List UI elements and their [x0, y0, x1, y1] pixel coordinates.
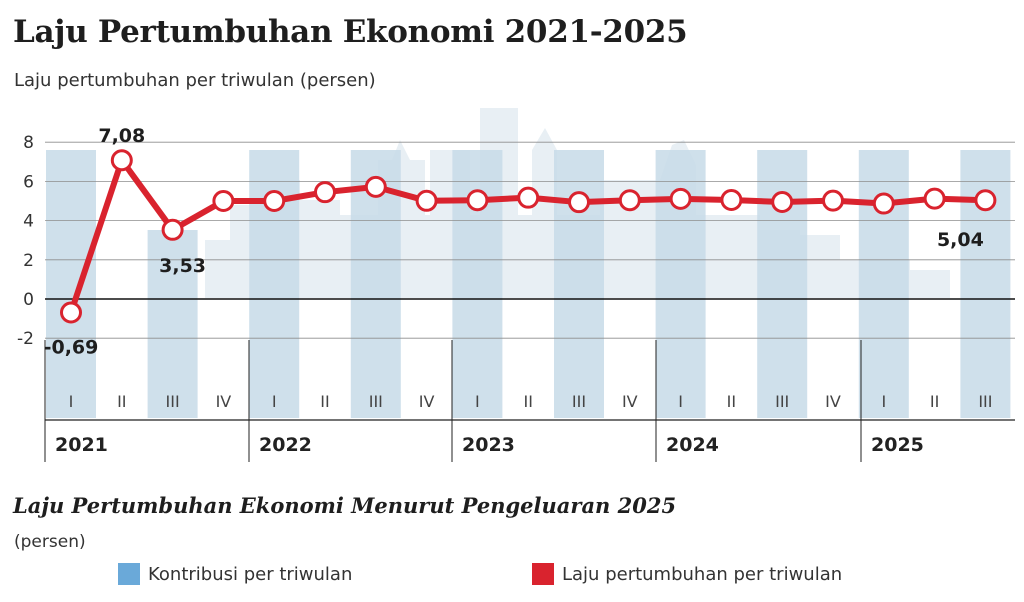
quarter-label: IV	[825, 392, 841, 411]
quarter-label: III	[775, 392, 789, 411]
quarter-label: III	[369, 392, 383, 411]
year-label: 2021	[55, 434, 108, 456]
year-label: 2024	[666, 434, 719, 456]
quarter-label: III	[978, 392, 992, 411]
y-tick-label: -2	[17, 329, 34, 349]
growth-marker	[415, 189, 438, 212]
growth-marker	[314, 181, 336, 204]
legend-swatch-kontribusi	[118, 563, 140, 585]
legend-item-kontribusi: Kontribusi per triwulan	[118, 563, 352, 585]
growth-marker	[161, 218, 184, 241]
year-label: 2023	[462, 434, 515, 456]
quarter-column	[858, 150, 909, 418]
growth-marker	[263, 190, 286, 212]
year-label: 2022	[259, 434, 312, 456]
quarter-label: IV	[216, 392, 232, 411]
growth-marker	[923, 187, 946, 210]
quarter-label: III	[166, 392, 180, 411]
legend-item-laju: Laju pertumbuhan per triwulan	[532, 563, 842, 585]
quarter-column	[147, 230, 198, 418]
growth-marker	[364, 175, 387, 198]
growth-marker	[466, 189, 489, 212]
growth-marker	[771, 190, 794, 213]
growth-marker	[822, 189, 844, 212]
growth-marker	[618, 189, 641, 212]
growth-marker	[568, 191, 590, 214]
data-label: -0,69	[44, 337, 99, 359]
y-tick-label: 0	[23, 290, 34, 310]
quarter-label: II	[320, 392, 329, 411]
growth-marker	[720, 189, 743, 212]
growth-marker	[669, 187, 692, 210]
chart-subtitle: Laju pertumbuhan per triwulan (persen)	[14, 70, 376, 91]
y-tick-label: 4	[23, 212, 34, 232]
growth-marker	[110, 149, 133, 172]
legend-label-laju: Laju pertumbuhan per triwulan	[562, 563, 843, 585]
quarter-label: II	[930, 392, 939, 411]
year-label: 2025	[871, 434, 924, 456]
unit-label: (persen)	[14, 532, 86, 552]
quarter-label: IV	[622, 392, 638, 411]
quarter-column	[757, 150, 808, 418]
quarter-column	[554, 150, 604, 418]
data-label: 5,04	[937, 229, 984, 251]
y-tick-label: 8	[23, 133, 34, 153]
legend-swatch-laju	[532, 563, 554, 585]
growth-marker	[517, 186, 540, 209]
legend-label-kontribusi: Kontribusi per triwulan	[148, 563, 353, 585]
quarter-label: I	[69, 392, 74, 411]
quarter-label: III	[572, 392, 586, 411]
growth-marker	[974, 189, 997, 212]
quarter-label: I	[881, 392, 886, 411]
quarter-label: I	[678, 392, 683, 411]
quarter-column	[46, 150, 96, 418]
growth-marker	[212, 190, 235, 212]
y-tick-label: 2	[23, 251, 34, 271]
y-tick-label: 6	[23, 172, 34, 192]
chart-title: Laju Pertumbuhan Ekonomi 2021-2025	[13, 14, 688, 50]
growth-marker	[60, 301, 82, 324]
quarter-label: II	[117, 392, 126, 411]
data-label: 3,53	[159, 255, 206, 277]
quarter-label: II	[523, 392, 532, 411]
quarter-label: II	[727, 392, 736, 411]
quarter-label: I	[272, 392, 277, 411]
quarter-label: I	[475, 392, 480, 411]
data-label: 7,08	[98, 125, 145, 147]
section-subtitle: Laju Pertumbuhan Ekonomi Menurut Pengelu…	[13, 493, 677, 518]
growth-marker	[872, 192, 895, 215]
quarter-label: IV	[419, 392, 435, 411]
